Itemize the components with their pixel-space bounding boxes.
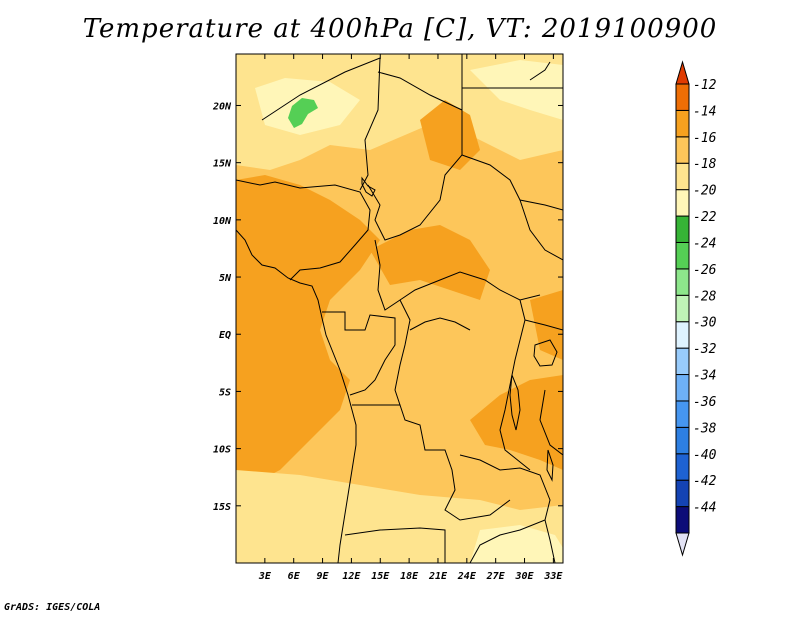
border-drc-east <box>499 299 531 471</box>
colorbar-label: -16 <box>693 131 717 146</box>
field-green-patch <box>288 98 318 128</box>
colorbar-label: -44 <box>693 501 716 516</box>
x-tick-label: 6E <box>288 571 301 582</box>
chart-title: Temperature at 400hPa [C], VT: 201910090… <box>82 14 718 44</box>
colorbar-box <box>675 321 690 349</box>
border-sudan-south <box>461 154 563 211</box>
field-sahara-coolest-ne <box>470 60 563 120</box>
colorbar-label: -42 <box>693 474 717 489</box>
colorbar-box <box>675 109 690 138</box>
colorbar-box <box>675 241 690 270</box>
colorbar-label: -38 <box>693 421 717 436</box>
x-tick-label: 3E <box>258 571 272 582</box>
x-tick-label: 9E <box>317 571 330 582</box>
colorbar-label: -22 <box>693 210 717 225</box>
x-axis: 3E 6E 9E 12E 15E 18E 21E 24E 27E 30E 33E <box>258 54 563 582</box>
colorbar-box <box>675 136 690 164</box>
x-tick-label: 21E <box>428 571 448 582</box>
colorbar-label: -14 <box>693 104 716 119</box>
grads-credit: GrADS: IGES/COLA <box>4 602 101 613</box>
border-car-south <box>394 299 411 406</box>
colorbar-triangle-low <box>675 532 690 557</box>
border-angola <box>352 404 511 521</box>
plot-frame <box>235 53 564 564</box>
colorbar-box <box>675 162 690 191</box>
colorbar-box <box>675 479 690 508</box>
border-uganda-kenya <box>524 319 563 331</box>
colorbar-label: -28 <box>693 289 717 304</box>
colorbar-box <box>675 506 690 534</box>
x-tick-label: 33E <box>543 571 563 582</box>
border-ethiopia <box>519 199 563 261</box>
lake-tanganyika <box>509 374 521 431</box>
field-south-coolest <box>470 525 563 563</box>
border-cameroon-car <box>374 239 541 311</box>
y-tick-label: 10N <box>213 216 232 227</box>
x-tick-label: 12E <box>342 571 361 582</box>
colorbar-label: -12 <box>693 78 717 93</box>
colorbar-label: -18 <box>693 157 717 172</box>
y-tick-label: 15N <box>213 159 232 170</box>
y-tick-label: 15S <box>213 502 231 513</box>
colorbar-box <box>675 374 690 402</box>
y-tick-label: 10S <box>213 445 231 456</box>
x-tick-label: 18E <box>400 571 419 582</box>
colorbar-label: -40 <box>693 448 717 463</box>
x-tick-label: 30E <box>514 571 534 582</box>
border-angola-south <box>344 527 446 563</box>
colorbar-label: -32 <box>693 342 717 357</box>
map-boundaries <box>236 54 563 563</box>
colorbar-label: -30 <box>693 316 717 331</box>
x-tick-label: 15E <box>371 571 390 582</box>
coastline-west-africa <box>236 229 357 563</box>
colorbar-box <box>675 83 690 111</box>
colorbar-box <box>675 347 690 376</box>
border-gabon-congo <box>322 311 396 396</box>
colorbar-box <box>675 294 690 323</box>
lake-victoria <box>533 339 558 367</box>
colorbar-label: -20 <box>693 184 717 199</box>
colorbar-label: -36 <box>693 395 717 410</box>
x-tick-label: 24E <box>457 571 477 582</box>
colorbar-label: -24 <box>693 236 716 251</box>
y-tick-label: EQ <box>219 330 231 341</box>
border-mozambique <box>544 519 556 563</box>
temperature-field <box>236 54 563 563</box>
colorbar-triangle-high <box>675 60 690 85</box>
colorbar: -12 -14 -16 -18 -20 -22 -24 -26 -28 -30 -32 -34 -36 -… <box>675 60 717 557</box>
colorbar-box <box>675 189 690 217</box>
colorbar-label: -34 <box>693 369 716 384</box>
field-warm-sahel <box>420 100 480 170</box>
field-warm-central <box>370 225 490 300</box>
border-algeria-mali <box>261 57 381 191</box>
river-congo <box>409 317 471 331</box>
border-zambia <box>459 454 551 563</box>
border-niger-chad <box>367 71 463 241</box>
y-tick-label: 20N <box>212 101 232 112</box>
colorbar-box <box>675 426 690 455</box>
lake-chad <box>361 176 376 197</box>
y-axis: 20N 15N 10N 5N EQ 5S 10S 15S <box>212 101 563 513</box>
lake-malawi <box>546 449 554 482</box>
y-tick-label: 5N <box>219 273 232 284</box>
field-warm-east <box>470 375 563 470</box>
border-nigeria <box>236 179 371 281</box>
y-tick-label: 5S <box>219 387 231 398</box>
x-tick-label: 27E <box>486 571 506 582</box>
border-tanzania <box>539 389 563 456</box>
colorbar-box <box>675 215 690 243</box>
colorbar-label: -26 <box>693 263 717 278</box>
field-warm-west <box>236 175 380 490</box>
colorbar-box <box>675 453 690 481</box>
colorbar-box <box>675 400 690 428</box>
colorbar-box <box>675 268 690 296</box>
coast-red-sea <box>529 61 551 81</box>
